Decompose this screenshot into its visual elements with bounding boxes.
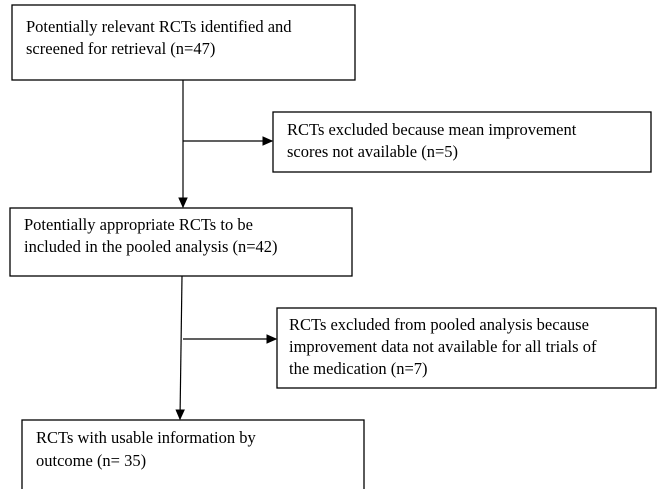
connectors [175, 80, 278, 421]
box [11, 4, 356, 81]
box-text: Potentially relevant RCTs identified and [26, 17, 292, 36]
arrow [175, 275, 185, 421]
box-text: scores not available (n=5) [287, 142, 458, 161]
box [21, 419, 365, 489]
box-text: RCTs excluded because mean improvement [287, 120, 577, 139]
box [9, 207, 353, 277]
box-text: outcome (n= 35) [36, 451, 146, 470]
box-text: included in the pooled analysis (n=42) [24, 237, 278, 256]
box-text: improvement data not available for all t… [289, 337, 597, 356]
box-text: screened for retrieval (n=47) [26, 39, 215, 58]
box [272, 111, 652, 173]
box-text: RCTs with usable information by [36, 428, 256, 447]
box-text: Potentially appropriate RCTs to be [24, 215, 253, 234]
box-text: RCTs excluded from pooled analysis becau… [289, 315, 589, 334]
box-text: the medication (n=7) [289, 359, 428, 378]
box [276, 307, 657, 389]
